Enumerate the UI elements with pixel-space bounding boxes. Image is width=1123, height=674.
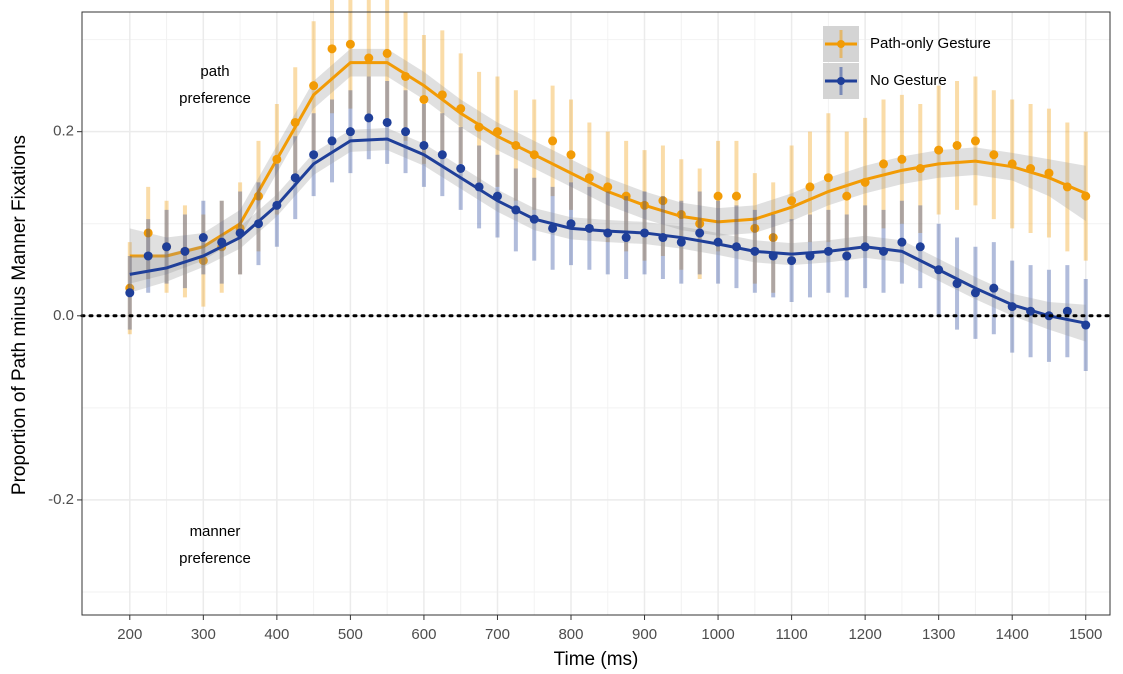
point xyxy=(345,39,355,49)
y-tick-label: -0.2 xyxy=(48,491,74,508)
point xyxy=(327,136,337,146)
legend-label: No Gesture xyxy=(870,72,947,89)
point xyxy=(1062,306,1072,316)
point xyxy=(162,242,172,252)
point xyxy=(456,164,466,174)
x-tick-label: 600 xyxy=(411,626,436,643)
x-tick-label: 1500 xyxy=(1069,626,1102,643)
x-tick-label: 1100 xyxy=(775,626,807,643)
point xyxy=(198,256,208,266)
point xyxy=(327,44,337,54)
point xyxy=(805,182,815,192)
point xyxy=(842,191,852,201)
annotation: preference xyxy=(179,90,251,107)
point xyxy=(768,233,778,243)
confidence-band xyxy=(129,48,1086,284)
point xyxy=(879,159,889,169)
annotation: preference xyxy=(179,550,251,567)
series xyxy=(125,76,1091,372)
point xyxy=(787,256,797,266)
point xyxy=(143,251,153,261)
point xyxy=(345,127,355,137)
point xyxy=(548,223,558,233)
annotation: manner xyxy=(190,523,241,540)
point xyxy=(897,237,907,247)
point xyxy=(897,154,907,164)
point xyxy=(970,136,980,146)
point xyxy=(198,233,208,243)
y-tick-label: 0.0 xyxy=(53,307,74,324)
point xyxy=(548,136,558,146)
point xyxy=(658,196,668,206)
point xyxy=(915,242,925,252)
point xyxy=(989,283,999,293)
point xyxy=(309,81,319,91)
point xyxy=(695,219,705,229)
point xyxy=(750,223,760,233)
x-tick-label: 400 xyxy=(264,626,289,643)
point xyxy=(566,219,576,229)
smooth-line xyxy=(129,137,1087,325)
point xyxy=(713,191,723,201)
point xyxy=(842,251,852,261)
point xyxy=(621,233,631,243)
legend-label: Path-only Gesture xyxy=(870,35,991,52)
legend-key-point xyxy=(837,77,845,85)
point xyxy=(695,228,705,238)
point xyxy=(934,145,944,155)
x-tick-label: 700 xyxy=(485,626,510,643)
point xyxy=(787,196,797,206)
point xyxy=(364,53,374,63)
point xyxy=(401,127,411,137)
point xyxy=(731,191,741,201)
x-tick-label: 800 xyxy=(558,626,583,643)
point xyxy=(419,140,429,150)
plot-border xyxy=(81,11,1111,616)
point xyxy=(309,150,319,160)
y-axis-title: Proportion of Path minus Manner Fixation… xyxy=(9,135,30,495)
point xyxy=(823,173,833,183)
point xyxy=(125,288,135,298)
point xyxy=(676,237,686,247)
legend-key-point xyxy=(837,40,845,48)
point xyxy=(180,246,190,256)
x-tick-label: 1200 xyxy=(848,626,881,643)
x-tick-label: 1400 xyxy=(996,626,1029,643)
point xyxy=(143,228,153,238)
annotation: path xyxy=(200,63,229,80)
x-tick-label: 1300 xyxy=(922,626,955,643)
point xyxy=(382,48,392,58)
point xyxy=(566,150,576,160)
series xyxy=(125,0,1091,335)
point xyxy=(1044,168,1054,178)
point xyxy=(382,117,392,127)
x-tick-label: 1000 xyxy=(701,626,734,643)
x-tick-label: 200 xyxy=(117,626,142,643)
x-tick-label: 300 xyxy=(191,626,216,643)
point xyxy=(419,94,429,104)
x-tick-label: 900 xyxy=(632,626,657,643)
y-tick-label: 0.2 xyxy=(53,123,74,140)
point xyxy=(437,150,447,160)
point xyxy=(989,150,999,160)
smooth-line xyxy=(129,61,1087,258)
x-tick-label: 500 xyxy=(338,626,363,643)
point xyxy=(364,113,374,123)
point xyxy=(952,140,962,150)
x-axis-title: Time (ms) xyxy=(554,649,639,670)
